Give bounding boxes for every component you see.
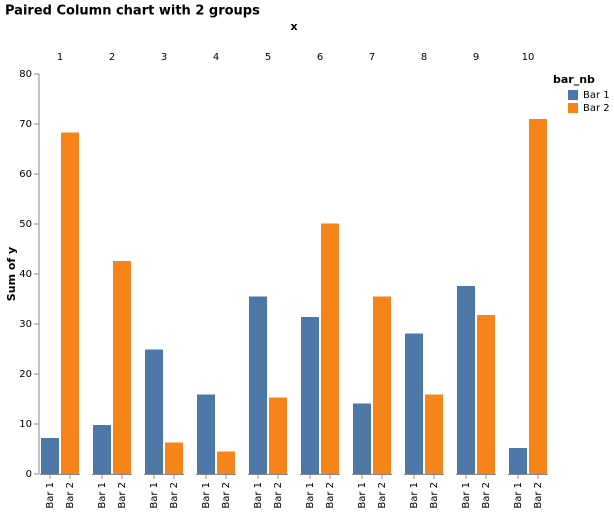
facet-label: 1	[57, 52, 63, 63]
x-tick-label: Bar 2	[65, 482, 76, 509]
legend-label: Bar 2	[583, 103, 610, 114]
chart-title: Paired Column chart with 2 groups	[5, 4, 260, 19]
x-tick-label: Bar 1	[461, 482, 472, 509]
facet-label: 3	[161, 52, 167, 63]
x-tick-label: Bar 2	[429, 482, 440, 509]
facet-label: 9	[473, 52, 479, 63]
facet-label: 8	[421, 52, 427, 63]
y-axis-label: Sum of y	[5, 247, 18, 301]
x-tick-label: Bar 2	[169, 482, 180, 509]
y-tick-label: 50	[19, 219, 32, 230]
bar	[217, 451, 235, 474]
facet-label: 6	[317, 52, 323, 63]
bar	[165, 442, 183, 474]
x-tick-label: Bar 1	[45, 482, 56, 509]
x-tick-label: Bar 1	[201, 482, 212, 509]
y-tick-label: 40	[19, 269, 32, 280]
bar	[373, 296, 391, 474]
y-tick-label: 10	[19, 419, 32, 430]
x-tick-label: Bar 2	[273, 482, 284, 509]
bar	[197, 394, 215, 474]
y-tick-label: 20	[19, 369, 32, 380]
facet-label: 5	[265, 52, 271, 63]
legend-title: bar_nb	[553, 73, 595, 86]
bar	[425, 394, 443, 474]
legend-label: Bar 1	[583, 90, 610, 101]
bar	[529, 119, 547, 474]
bar	[269, 397, 287, 474]
x-tick-label: Bar 2	[117, 482, 128, 509]
bar	[457, 286, 475, 474]
y-tick-label: 80	[19, 69, 32, 80]
x-tick-label: Bar 2	[377, 482, 388, 509]
x-tick-label: Bar 1	[409, 482, 420, 509]
x-tick-label: Bar 1	[97, 482, 108, 509]
x-tick-label: Bar 1	[305, 482, 316, 509]
bar	[301, 317, 319, 474]
y-tick-label: 70	[19, 119, 32, 130]
y-tick-label: 30	[19, 319, 32, 330]
x-tick-label: Bar 2	[221, 482, 232, 509]
legend-swatch	[568, 103, 578, 113]
bar	[477, 315, 495, 474]
y-tick-label: 60	[19, 169, 32, 180]
facet-label: 4	[213, 52, 219, 63]
bar	[249, 296, 267, 474]
y-tick-label: 0	[26, 469, 32, 480]
bar	[113, 261, 131, 474]
facet-title: x	[290, 20, 297, 33]
bar	[61, 132, 79, 474]
facet-label: 7	[369, 52, 375, 63]
bar	[41, 438, 59, 474]
bar	[353, 403, 371, 474]
x-tick-label: Bar 1	[149, 482, 160, 509]
x-tick-label: Bar 2	[325, 482, 336, 509]
facet-label: 2	[109, 52, 115, 63]
x-tick-label: Bar 1	[357, 482, 368, 509]
x-tick-label: Bar 1	[253, 482, 264, 509]
facet-label: 10	[522, 52, 535, 63]
bar	[405, 333, 423, 474]
bar	[93, 425, 111, 474]
legend-swatch	[568, 90, 578, 100]
bar	[509, 448, 527, 474]
x-tick-label: Bar 2	[533, 482, 544, 509]
x-tick-label: Bar 1	[513, 482, 524, 509]
bar	[145, 349, 163, 474]
bar	[321, 223, 339, 474]
x-tick-label: Bar 2	[481, 482, 492, 509]
